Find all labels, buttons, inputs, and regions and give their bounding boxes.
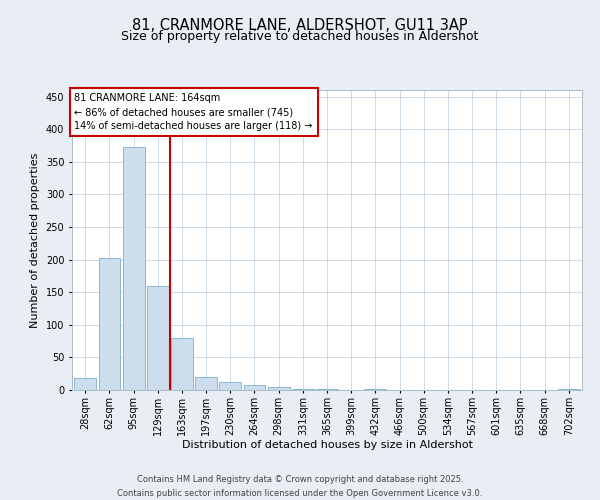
Bar xyxy=(268,388,290,390)
X-axis label: Distribution of detached houses by size in Aldershot: Distribution of detached houses by size … xyxy=(182,440,473,450)
Bar xyxy=(292,388,314,390)
Y-axis label: Number of detached properties: Number of detached properties xyxy=(30,152,40,328)
Bar xyxy=(220,382,241,390)
Bar xyxy=(74,378,96,390)
Bar xyxy=(123,148,145,390)
Text: Size of property relative to detached houses in Aldershot: Size of property relative to detached ho… xyxy=(121,30,479,43)
Text: 81 CRANMORE LANE: 164sqm
← 86% of detached houses are smaller (745)
14% of semi-: 81 CRANMORE LANE: 164sqm ← 86% of detach… xyxy=(74,94,313,132)
Text: 81, CRANMORE LANE, ALDERSHOT, GU11 3AP: 81, CRANMORE LANE, ALDERSHOT, GU11 3AP xyxy=(132,18,468,32)
Bar xyxy=(147,286,169,390)
Text: Contains HM Land Registry data © Crown copyright and database right 2025.
Contai: Contains HM Land Registry data © Crown c… xyxy=(118,476,482,498)
Bar xyxy=(171,338,193,390)
Bar xyxy=(244,386,265,390)
Bar xyxy=(195,377,217,390)
Bar xyxy=(98,258,121,390)
Bar xyxy=(558,388,580,390)
